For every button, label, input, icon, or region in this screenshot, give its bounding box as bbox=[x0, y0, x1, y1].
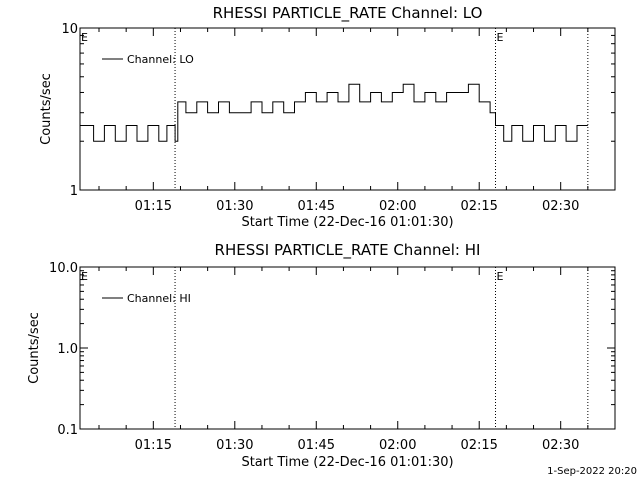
y-tick-label: 1 bbox=[70, 184, 78, 199]
plot-frame bbox=[79, 27, 616, 191]
event-marker: E bbox=[497, 31, 504, 44]
y-axis-label: Counts/sec bbox=[39, 73, 54, 145]
x-tick-label: 01:45 bbox=[298, 438, 335, 453]
event-marker: E bbox=[81, 31, 88, 44]
x-tick-label: 02:15 bbox=[460, 199, 497, 214]
chart-title: RHESSI PARTICLE_RATE Channel: HI bbox=[215, 241, 481, 260]
x-tick-label: 01:45 bbox=[298, 199, 335, 214]
chart-panel-2: RHESSI PARTICLE_RATE Channel: HI 01:15 01:… bbox=[27, 241, 616, 470]
y-axis-label: Counts/sec bbox=[27, 312, 42, 384]
y-tick-label: 10.0 bbox=[49, 261, 78, 276]
x-tick-label: 01:30 bbox=[216, 199, 253, 214]
x-tick-label: 02:00 bbox=[379, 438, 416, 453]
event-marker: E bbox=[497, 270, 504, 283]
x-tick-label: 01:15 bbox=[135, 438, 172, 453]
x-axis-label: Start Time (22-Dec-16 01:01:30) bbox=[241, 455, 453, 470]
x-tick-label: 01:15 bbox=[135, 199, 172, 214]
x-tick-label: 02:30 bbox=[542, 199, 579, 214]
chart-panel-1: RHESSI PARTICLE_RATE Channel: LO 01:15 01:… bbox=[39, 4, 616, 230]
y-tick-label: 0.1 bbox=[57, 423, 78, 438]
x-tick-label: 02:30 bbox=[542, 438, 579, 453]
footer-timestamp: 1-Sep-2022 20:20 bbox=[547, 466, 637, 477]
x-tick-label: 02:00 bbox=[379, 199, 416, 214]
chart-title: RHESSI PARTICLE_RATE Channel: LO bbox=[213, 4, 483, 23]
y-tick-label: 1.0 bbox=[57, 342, 78, 357]
y-tick-label: 10 bbox=[61, 22, 78, 37]
x-tick-label: 01:30 bbox=[216, 438, 253, 453]
legend-label: Channel: LO bbox=[127, 53, 194, 66]
legend-label: Channel: HI bbox=[127, 292, 191, 305]
event-marker: E bbox=[81, 270, 88, 283]
x-axis-label: Start Time (22-Dec-16 01:01:30) bbox=[241, 215, 453, 230]
x-tick-label: 02:15 bbox=[460, 438, 497, 453]
data-line bbox=[80, 83, 588, 142]
